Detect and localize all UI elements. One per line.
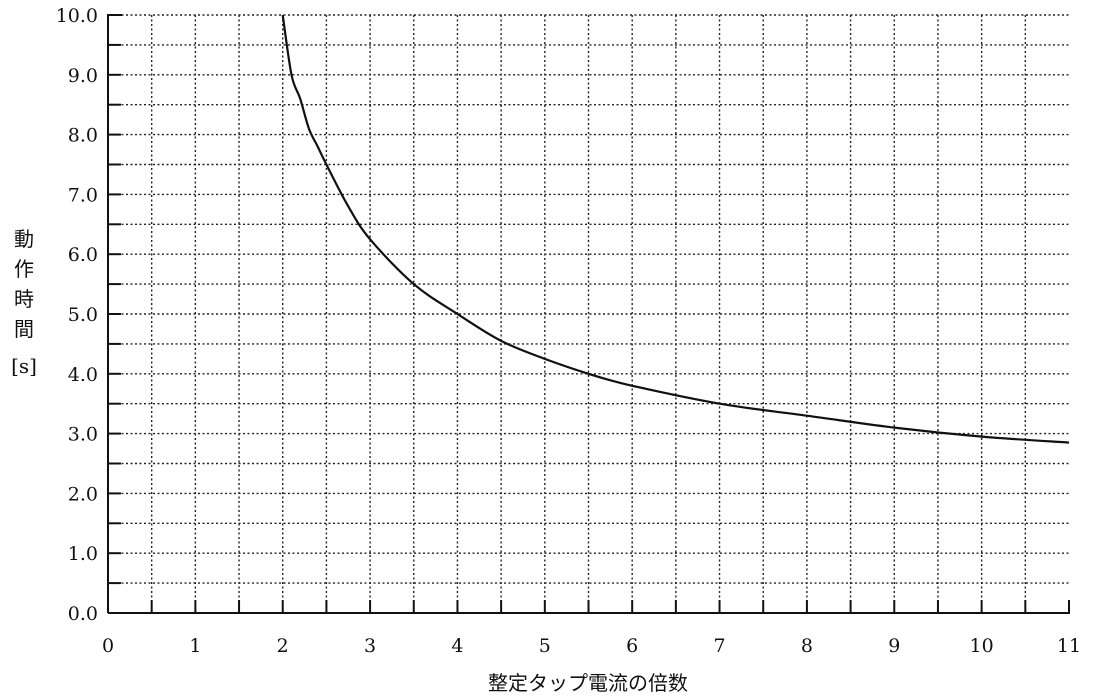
x-tick-label: 8 bbox=[801, 635, 813, 657]
x-tick-label: 4 bbox=[451, 635, 463, 657]
x-axis-title: 整定タップ電流の倍数 bbox=[488, 671, 688, 695]
x-tick-label: 1 bbox=[189, 635, 201, 657]
x-tick-labels: 0 1 2 3 4 5 6 7 8 9 10 11 bbox=[102, 635, 1081, 657]
y-tick-label: 10.0 bbox=[56, 5, 98, 27]
series-curve bbox=[281, 14, 1070, 444]
x-tick-label: 5 bbox=[539, 635, 551, 657]
y-axis-title-char: 時 bbox=[14, 287, 34, 311]
y-tick-label: 8.0 bbox=[68, 125, 98, 147]
curve-series bbox=[281, 14, 1070, 444]
x-tick-label: 7 bbox=[713, 635, 725, 657]
y-axis-title-char: 動 bbox=[14, 227, 34, 251]
y-axis-title-char: 間 bbox=[14, 317, 34, 341]
y-tick-label: 0.0 bbox=[68, 603, 98, 625]
y-tick-label: 9.0 bbox=[68, 65, 98, 87]
y-tick-label: 5.0 bbox=[68, 304, 98, 326]
axes bbox=[107, 14, 1070, 614]
y-tick-label: 4.0 bbox=[68, 364, 98, 386]
y-axis-title-char: [s] bbox=[11, 354, 37, 378]
x-tick-label: 11 bbox=[1057, 635, 1081, 657]
y-axis-title-char: 作 bbox=[14, 257, 34, 281]
x-tick-label: 3 bbox=[364, 635, 376, 657]
x-tick-label: 6 bbox=[626, 635, 638, 657]
y-tick-label: 2.0 bbox=[68, 483, 98, 505]
x-tick-label: 9 bbox=[888, 635, 900, 657]
x-tick-label: 0 bbox=[102, 635, 114, 657]
y-tick-label: 3.0 bbox=[68, 424, 98, 446]
y-tick-label: 6.0 bbox=[68, 244, 98, 266]
x-tick-label: 10 bbox=[970, 635, 994, 657]
y-tick-labels: 0.0 1.0 2.0 3.0 4.0 5.0 6.0 7.0 8.0 9.0 10.0 bbox=[56, 5, 98, 625]
x-tick-label: 2 bbox=[277, 635, 289, 657]
y-tick-label: 1.0 bbox=[68, 543, 98, 565]
grid bbox=[108, 14, 1069, 613]
y-tick-label: 7.0 bbox=[68, 184, 98, 206]
